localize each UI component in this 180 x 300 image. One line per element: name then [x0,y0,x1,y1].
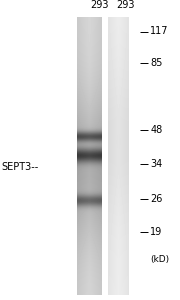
Text: 117: 117 [150,26,169,37]
Text: 26: 26 [150,194,163,204]
Text: 48: 48 [150,124,163,135]
Text: 293: 293 [116,1,134,10]
Text: 34: 34 [150,159,163,170]
Text: SEPT3--: SEPT3-- [2,161,39,172]
Text: (kD): (kD) [150,255,169,264]
Text: 293: 293 [91,1,109,10]
Text: 85: 85 [150,58,163,68]
Text: 19: 19 [150,226,163,237]
